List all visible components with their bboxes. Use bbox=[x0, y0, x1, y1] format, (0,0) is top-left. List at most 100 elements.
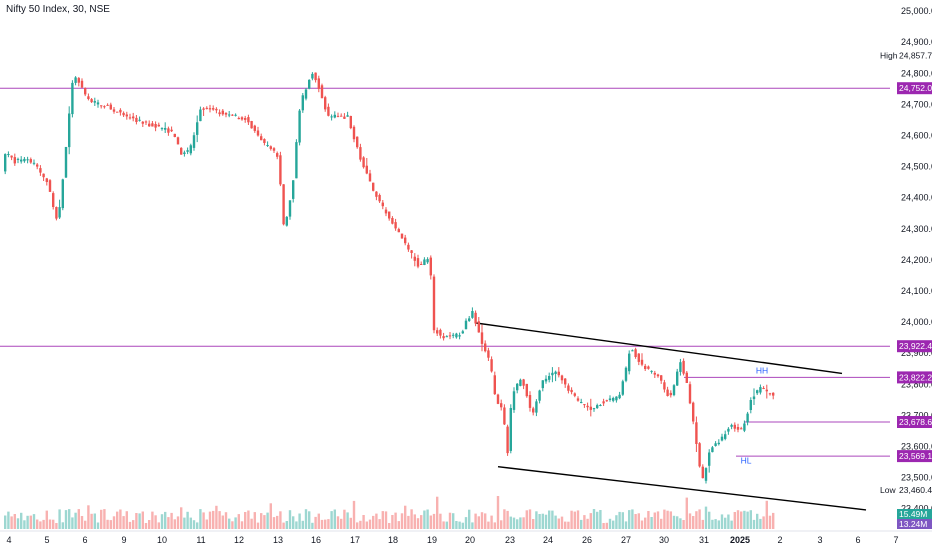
level-tag-label: 23,922.45 bbox=[899, 341, 932, 351]
volume-bar bbox=[298, 513, 301, 529]
volume-bar bbox=[464, 517, 468, 529]
candle-body bbox=[426, 259, 429, 263]
candle-body bbox=[375, 191, 378, 197]
volume-bar bbox=[340, 518, 343, 529]
candle-body bbox=[730, 424, 733, 427]
volume-bar bbox=[708, 511, 711, 529]
volume-bar bbox=[765, 500, 768, 529]
candle-body bbox=[381, 202, 384, 207]
candle-body bbox=[74, 77, 77, 83]
volume-bar bbox=[496, 496, 500, 529]
candle-body bbox=[253, 125, 256, 131]
candle-body bbox=[724, 434, 727, 439]
candle-body bbox=[410, 250, 413, 253]
candle-body bbox=[605, 400, 608, 402]
volume-bar bbox=[612, 520, 615, 529]
candle-body bbox=[506, 426, 509, 454]
volume-bar bbox=[125, 511, 128, 529]
candle-body bbox=[314, 72, 317, 81]
x-tick-label: 2025 bbox=[730, 535, 750, 545]
candle-body bbox=[704, 468, 708, 481]
y-tick-label: 24,000.00 bbox=[901, 317, 932, 327]
volume-bar bbox=[730, 520, 733, 529]
candle-body bbox=[388, 211, 391, 219]
candle-body bbox=[445, 336, 448, 338]
annotation-hh: HH bbox=[756, 365, 768, 375]
candle-body bbox=[496, 394, 500, 404]
volume-bar bbox=[304, 509, 308, 529]
level-tag bbox=[897, 416, 932, 428]
candle-body bbox=[144, 121, 148, 123]
candle-body bbox=[752, 396, 756, 400]
candle-body bbox=[749, 400, 752, 410]
candle-body bbox=[442, 336, 445, 339]
candle-body bbox=[80, 80, 84, 88]
volume-bar bbox=[420, 515, 423, 529]
candle-body bbox=[660, 375, 663, 381]
volume-bar bbox=[68, 509, 71, 529]
candle-body bbox=[119, 109, 122, 113]
volume-bar bbox=[644, 517, 647, 529]
volume-bar bbox=[557, 518, 560, 529]
x-tick-label: 6 bbox=[82, 535, 87, 545]
volume-bar bbox=[532, 519, 535, 529]
volume-bar bbox=[320, 519, 324, 529]
volume-bar bbox=[84, 520, 87, 529]
candle-body bbox=[52, 193, 55, 207]
candle-body bbox=[29, 159, 32, 163]
volume-bar bbox=[752, 519, 756, 529]
x-tick-label: 3 bbox=[817, 535, 822, 545]
candle-body bbox=[90, 99, 93, 103]
x-tick-label: 5 bbox=[44, 535, 49, 545]
volume-bar bbox=[368, 519, 372, 529]
volume-bar bbox=[61, 522, 64, 529]
volume-bar bbox=[13, 514, 16, 529]
y-tick-label: 23,900.00 bbox=[901, 348, 932, 358]
trend-line-1[interactable] bbox=[497, 466, 867, 511]
volume-bar bbox=[346, 512, 349, 529]
volume-bar bbox=[218, 511, 221, 529]
candle-body bbox=[61, 179, 64, 209]
volume-bar bbox=[180, 507, 183, 529]
volume-bar bbox=[58, 509, 61, 529]
volume-bar bbox=[170, 512, 173, 529]
volume-tag bbox=[897, 509, 932, 519]
candle-body bbox=[336, 115, 340, 117]
volume-bar bbox=[106, 519, 109, 529]
candle-body bbox=[4, 154, 7, 172]
x-tick-label: 2 bbox=[777, 535, 782, 545]
candle-body bbox=[36, 164, 39, 167]
annotations: HH HL bbox=[741, 365, 769, 465]
candle-body bbox=[378, 195, 381, 202]
volume-bar bbox=[493, 522, 496, 529]
volume-bar bbox=[237, 514, 240, 529]
volume-bar bbox=[762, 516, 765, 529]
candle-body bbox=[26, 159, 29, 161]
candle-body bbox=[71, 82, 74, 115]
x-tick-label: 11 bbox=[196, 535, 205, 545]
candle-body bbox=[196, 122, 199, 135]
x-tick-label: 19 bbox=[427, 535, 437, 545]
volume-bar bbox=[743, 510, 746, 529]
volume-bar bbox=[138, 513, 141, 529]
volume-bar bbox=[621, 512, 624, 529]
volume-bar bbox=[634, 514, 637, 529]
volume-bar bbox=[669, 511, 672, 529]
trend-line-0[interactable] bbox=[475, 322, 843, 375]
candle-body bbox=[628, 353, 631, 372]
candle-body bbox=[173, 133, 176, 137]
volume-bar bbox=[157, 522, 160, 529]
volume-bar bbox=[160, 514, 164, 529]
volume-bar bbox=[560, 516, 564, 529]
candle-body bbox=[317, 78, 320, 89]
candle-body bbox=[324, 97, 327, 110]
volume-bar bbox=[522, 517, 525, 529]
candle-body bbox=[199, 109, 202, 122]
candle-body bbox=[624, 367, 628, 381]
candle-body bbox=[666, 389, 669, 396]
volume-bar bbox=[96, 522, 100, 529]
candle-body bbox=[586, 405, 589, 408]
horizontal-levels bbox=[0, 87, 890, 457]
candle-body bbox=[439, 329, 442, 336]
